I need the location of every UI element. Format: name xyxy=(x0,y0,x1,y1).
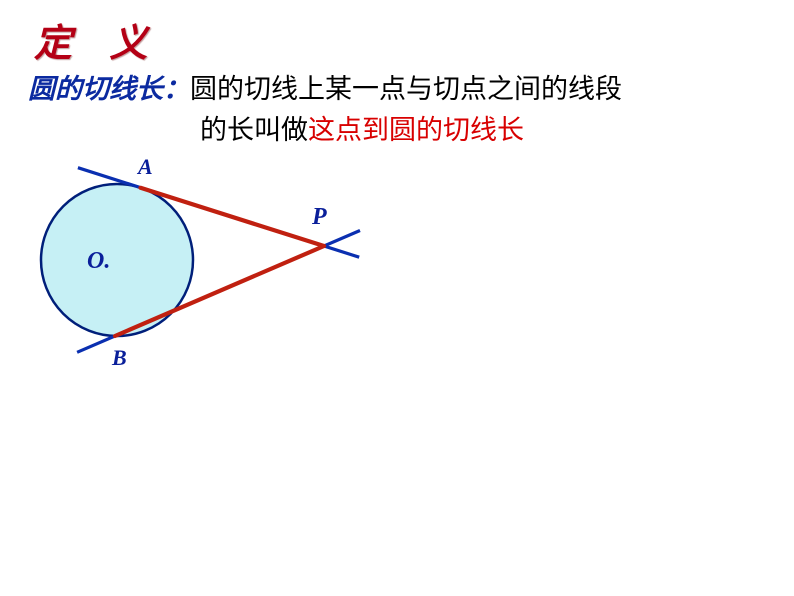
label-A: A xyxy=(138,154,153,180)
definition-label: 圆的切线长： xyxy=(28,74,190,104)
page-title: 定 义 xyxy=(34,12,162,67)
label-B: B xyxy=(112,345,127,371)
tangent-svg xyxy=(12,140,412,400)
label-P: P xyxy=(312,204,327,231)
definition-text-1: 圆的切线上某一点与切点之间的线段 xyxy=(190,74,622,104)
definition-line-1: 圆的切线长：圆的切线上某一点与切点之间的线段 xyxy=(28,70,622,109)
tangent-diagram: O. A B P xyxy=(12,140,412,400)
label-O: O. xyxy=(87,248,110,275)
